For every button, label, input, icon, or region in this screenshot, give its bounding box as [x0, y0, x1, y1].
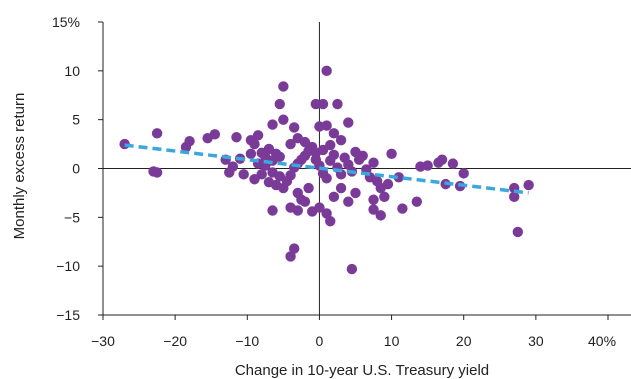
- data-point: [343, 196, 354, 207]
- x-tick-label: 0: [316, 333, 324, 349]
- x-tick-label: 10: [384, 333, 400, 349]
- x-tick-label: −30: [91, 333, 115, 349]
- y-tick-label: −15: [56, 307, 80, 323]
- data-point: [274, 98, 285, 110]
- data-point: [249, 174, 260, 185]
- data-point: [285, 251, 296, 262]
- data-point: [357, 150, 368, 162]
- data-point: [238, 169, 249, 180]
- data-point: [321, 120, 332, 131]
- data-point: [368, 157, 379, 168]
- x-tick-label: −10: [235, 333, 259, 349]
- data-point: [231, 132, 242, 143]
- x-tick-label: 30: [528, 333, 544, 349]
- data-point: [317, 144, 329, 156]
- data-point: [512, 226, 524, 238]
- trendline: [124, 143, 529, 195]
- data-point: [447, 158, 459, 169]
- data-point: [379, 191, 390, 203]
- y-tick-label: −10: [56, 258, 80, 274]
- y-tick-labels: 15% 10 5 0 −5 −10 −15: [52, 14, 80, 323]
- data-point: [245, 148, 257, 160]
- data-point: [321, 173, 332, 184]
- x-axis-label: Change in 10-year U.S. Treasury yield: [235, 362, 489, 379]
- data-point: [321, 208, 332, 219]
- data-point: [274, 151, 285, 162]
- data-point: [249, 138, 260, 150]
- data-point: [332, 98, 343, 110]
- data-point: [397, 203, 408, 214]
- data-point: [267, 205, 278, 216]
- x-tick-label: 40%: [588, 333, 616, 349]
- data-point: [335, 182, 347, 194]
- data-point: [375, 210, 386, 221]
- data-points: [119, 65, 534, 275]
- data-point: [292, 205, 303, 216]
- data-point: [328, 149, 340, 161]
- data-point: [368, 194, 379, 205]
- y-tick-label: 10: [64, 63, 80, 79]
- data-point: [317, 98, 329, 110]
- y-tick-label: 0: [72, 161, 80, 177]
- y-tick-label: −5: [64, 209, 80, 225]
- x-tick-labels: −30 −20 −10 0 10 20 30 40%: [91, 333, 616, 349]
- data-point: [184, 135, 195, 147]
- data-point: [346, 263, 358, 275]
- data-point: [209, 129, 221, 140]
- data-point: [224, 167, 235, 178]
- x-tick-label: −20: [163, 333, 187, 349]
- data-point: [436, 154, 448, 165]
- data-point: [267, 119, 278, 130]
- data-point: [285, 170, 296, 181]
- data-point: [509, 191, 520, 203]
- data-point: [299, 196, 311, 207]
- data-point: [523, 179, 534, 191]
- x-tick-label: 20: [456, 333, 472, 349]
- data-point: [325, 216, 336, 227]
- data-point: [386, 148, 397, 160]
- data-point: [411, 196, 423, 207]
- data-point: [288, 243, 300, 254]
- data-point: [393, 172, 404, 183]
- data-point: [278, 81, 289, 92]
- data-point: [350, 187, 361, 199]
- data-point: [314, 202, 325, 213]
- data-point: [151, 128, 163, 139]
- data-point: [278, 114, 289, 125]
- data-point: [321, 65, 332, 77]
- data-point: [328, 128, 340, 139]
- data-point: [303, 182, 314, 194]
- data-point: [252, 130, 264, 141]
- data-point: [328, 191, 340, 203]
- data-point: [343, 117, 354, 128]
- y-tick-label: 15%: [52, 14, 80, 30]
- data-point: [458, 168, 469, 179]
- data-point: [368, 204, 379, 215]
- data-point: [285, 138, 296, 150]
- y-tick-label: 5: [72, 112, 80, 128]
- data-point: [382, 178, 394, 190]
- data-point: [288, 122, 300, 133]
- y-axis-label: Monthly excess return: [11, 93, 28, 240]
- data-point: [299, 136, 311, 148]
- data-point: [151, 167, 163, 178]
- trendline-layer: [124, 143, 529, 195]
- data-point: [422, 160, 433, 171]
- data-point: [335, 134, 347, 146]
- data-point: [310, 98, 322, 110]
